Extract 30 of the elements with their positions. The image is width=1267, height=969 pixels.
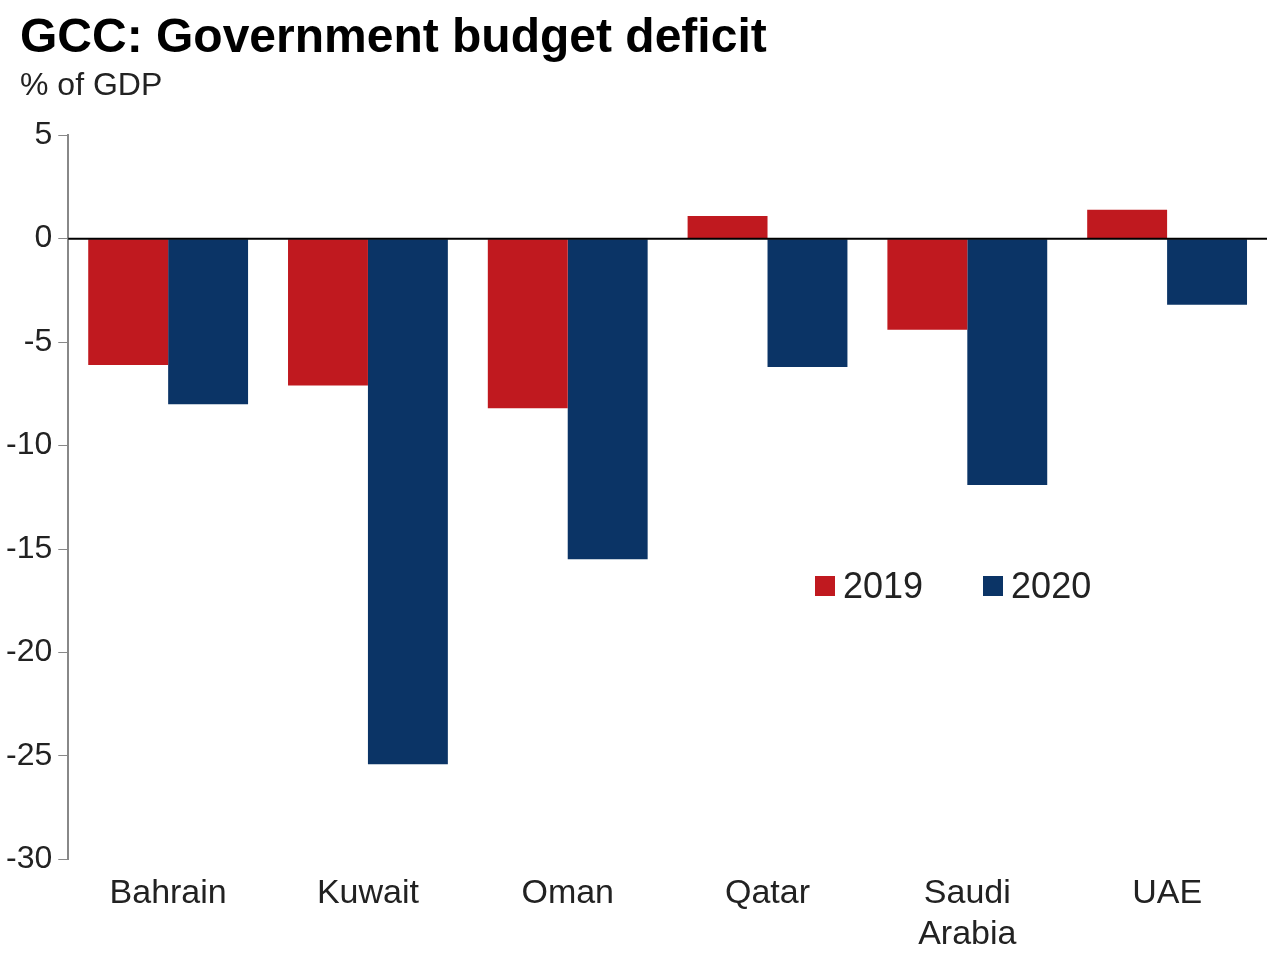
bar [687, 215, 768, 239]
x-tick-label: Saudi Arabia [918, 872, 1017, 951]
y-axis-title: % of GDP [20, 66, 163, 103]
bar [288, 239, 368, 386]
y-tick-label: -25 [6, 735, 53, 772]
bar [1167, 239, 1248, 305]
legend-label: 2019 [843, 565, 924, 607]
chart-title: GCC: Government budget deficit [20, 8, 767, 63]
x-tick-label: Kuwait [316, 872, 420, 911]
y-tick-label: -30 [6, 839, 53, 876]
y-tick-label: -10 [6, 425, 53, 462]
bar [567, 239, 648, 560]
bar [367, 239, 448, 765]
y-tick-label: 0 [34, 218, 53, 255]
y-tick-label: -5 [23, 321, 53, 358]
bar [88, 239, 169, 365]
x-tick-label: UAE [1132, 872, 1203, 911]
y-tick-label: -15 [6, 528, 53, 565]
x-tick-label: Qatar [725, 872, 811, 911]
bar [1087, 209, 1168, 239]
x-tick-label: Bahrain [109, 872, 227, 911]
bar [767, 239, 848, 367]
bar [487, 239, 568, 409]
y-tick-label: -20 [6, 632, 53, 669]
bar [887, 239, 968, 330]
legend-label: 2020 [1011, 565, 1092, 607]
bar [168, 239, 249, 405]
y-tick-label: 5 [34, 115, 53, 152]
x-tick-label: Oman [521, 872, 615, 911]
bar [967, 239, 1048, 485]
